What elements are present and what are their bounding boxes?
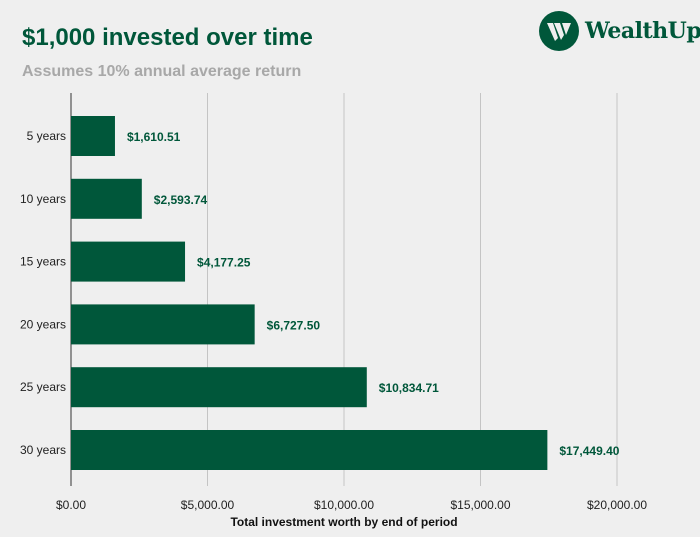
chart-subtitle: Assumes 10% annual average return: [22, 63, 302, 80]
y-tick-label: 5 years: [27, 129, 66, 143]
x-tick-label: $0.00: [56, 498, 86, 512]
bar-10-years: [71, 178, 142, 219]
data-label: $2,593.74: [154, 193, 208, 207]
bar-25-years: [71, 367, 367, 408]
bar-15-years: [71, 241, 186, 282]
y-tick-label: 30 years: [20, 443, 66, 457]
data-label: $6,727.50: [267, 318, 321, 332]
bar-20-years: [71, 304, 255, 345]
bar-5-years: [71, 116, 115, 156]
x-tick-label: $20,000.00: [587, 498, 647, 512]
x-tick-label: $10,000.00: [314, 498, 374, 512]
bar-30-years: [71, 430, 548, 470]
x-tick-label: $15,000.00: [450, 498, 510, 512]
wealthup-logo-icon: [539, 11, 579, 51]
x-axis-title: Total investment worth by end of period: [230, 515, 457, 529]
wealthup-logo: WealthUp: [539, 11, 700, 51]
data-label: $17,449.40: [559, 444, 619, 458]
y-tick-label: 15 years: [20, 255, 66, 269]
y-tick-label: 10 years: [20, 192, 66, 206]
wealthup-logo-text: WealthUp: [585, 18, 700, 44]
y-tick-label: 20 years: [20, 317, 66, 331]
data-label: $4,177.25: [197, 256, 251, 270]
y-tick-label: 25 years: [20, 380, 66, 394]
data-label: $10,834.71: [379, 381, 439, 395]
x-tick-label: $5,000.00: [181, 498, 235, 512]
chart-title: $1,000 invested over time: [22, 24, 313, 51]
data-label: $1,610.51: [127, 130, 181, 144]
